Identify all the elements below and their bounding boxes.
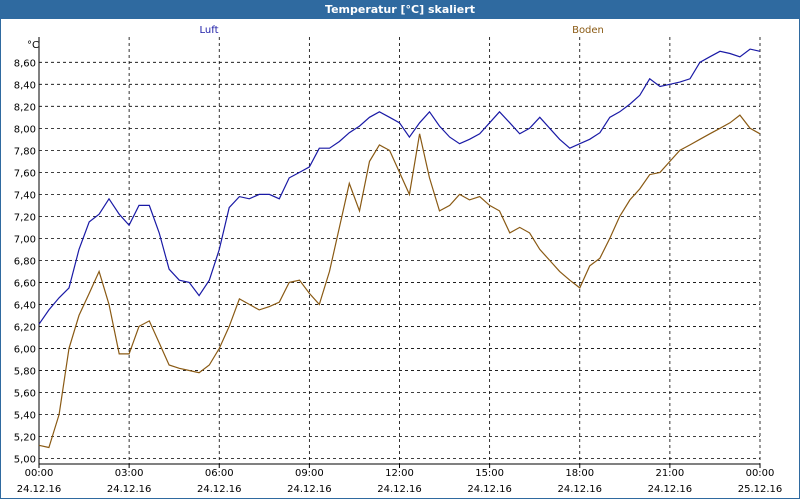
y-tick-label: 7,40 <box>14 190 36 201</box>
y-tick-label: 5,40 <box>14 410 36 421</box>
x-tick-time: 00:00 <box>746 468 775 479</box>
y-tick-label: 7,20 <box>14 212 36 223</box>
x-tick-time: 15:00 <box>475 468 504 479</box>
window-title: Temperatur [°C] skaliert <box>0 0 800 19</box>
y-tick-label: 7,60 <box>14 168 36 179</box>
x-tick-time: 09:00 <box>295 468 324 479</box>
y-tick-label: 8,40 <box>14 80 36 91</box>
y-tick-label: 8,60 <box>14 58 36 69</box>
y-tick-label: 8,20 <box>14 102 36 113</box>
legend-boden: Boden <box>572 25 604 36</box>
y-tick-label: 7,80 <box>14 146 36 157</box>
y-tick-label: 5,80 <box>14 366 36 377</box>
y-axis-label: °C <box>27 40 39 51</box>
y-tick-label: 7,00 <box>14 234 36 245</box>
series-line-luft <box>38 48 761 325</box>
series-layer <box>38 48 761 449</box>
y-tick-label: 5,20 <box>14 432 36 443</box>
x-tick-time: 21:00 <box>655 468 684 479</box>
x-tick-date: 24.12.16 <box>17 484 62 495</box>
labels: 5,00 5,20 5,40 5,60 5,80 6,00 6,20 6,40 6,60 6,80… <box>14 25 783 495</box>
series-line-boden <box>38 114 761 449</box>
y-tick-label: 6,00 <box>14 344 36 355</box>
x-tick-date: 24.12.16 <box>377 484 422 495</box>
y-tick-label: 6,80 <box>14 256 36 267</box>
x-tick-date: 24.12.16 <box>467 484 512 495</box>
x-tick-date: 24.12.16 <box>557 484 602 495</box>
y-tick-label: 5,00 <box>14 454 36 465</box>
x-tick-time: 03:00 <box>115 468 144 479</box>
y-tick-label: 6,60 <box>14 278 36 289</box>
y-tick-label: 6,20 <box>14 322 36 333</box>
y-tick-label: 5,60 <box>14 388 36 399</box>
y-tick-label: 8,00 <box>14 124 36 135</box>
x-tick-time: 00:00 <box>25 468 54 479</box>
x-tick-time: 12:00 <box>385 468 414 479</box>
x-tick-date: 24.12.16 <box>197 484 242 495</box>
x-tick-date: 24.12.16 <box>107 484 152 495</box>
axes <box>38 37 761 468</box>
x-tick-time: 06:00 <box>205 468 234 479</box>
y-tick-label: 6,40 <box>14 300 36 311</box>
grid <box>38 37 761 464</box>
x-tick-date: 25.12.16 <box>738 484 783 495</box>
x-tick-date: 24.12.16 <box>648 484 693 495</box>
x-tick-date: 24.12.16 <box>287 484 332 495</box>
x-tick-time: 18:00 <box>565 468 594 479</box>
legend-luft: Luft <box>200 25 219 36</box>
